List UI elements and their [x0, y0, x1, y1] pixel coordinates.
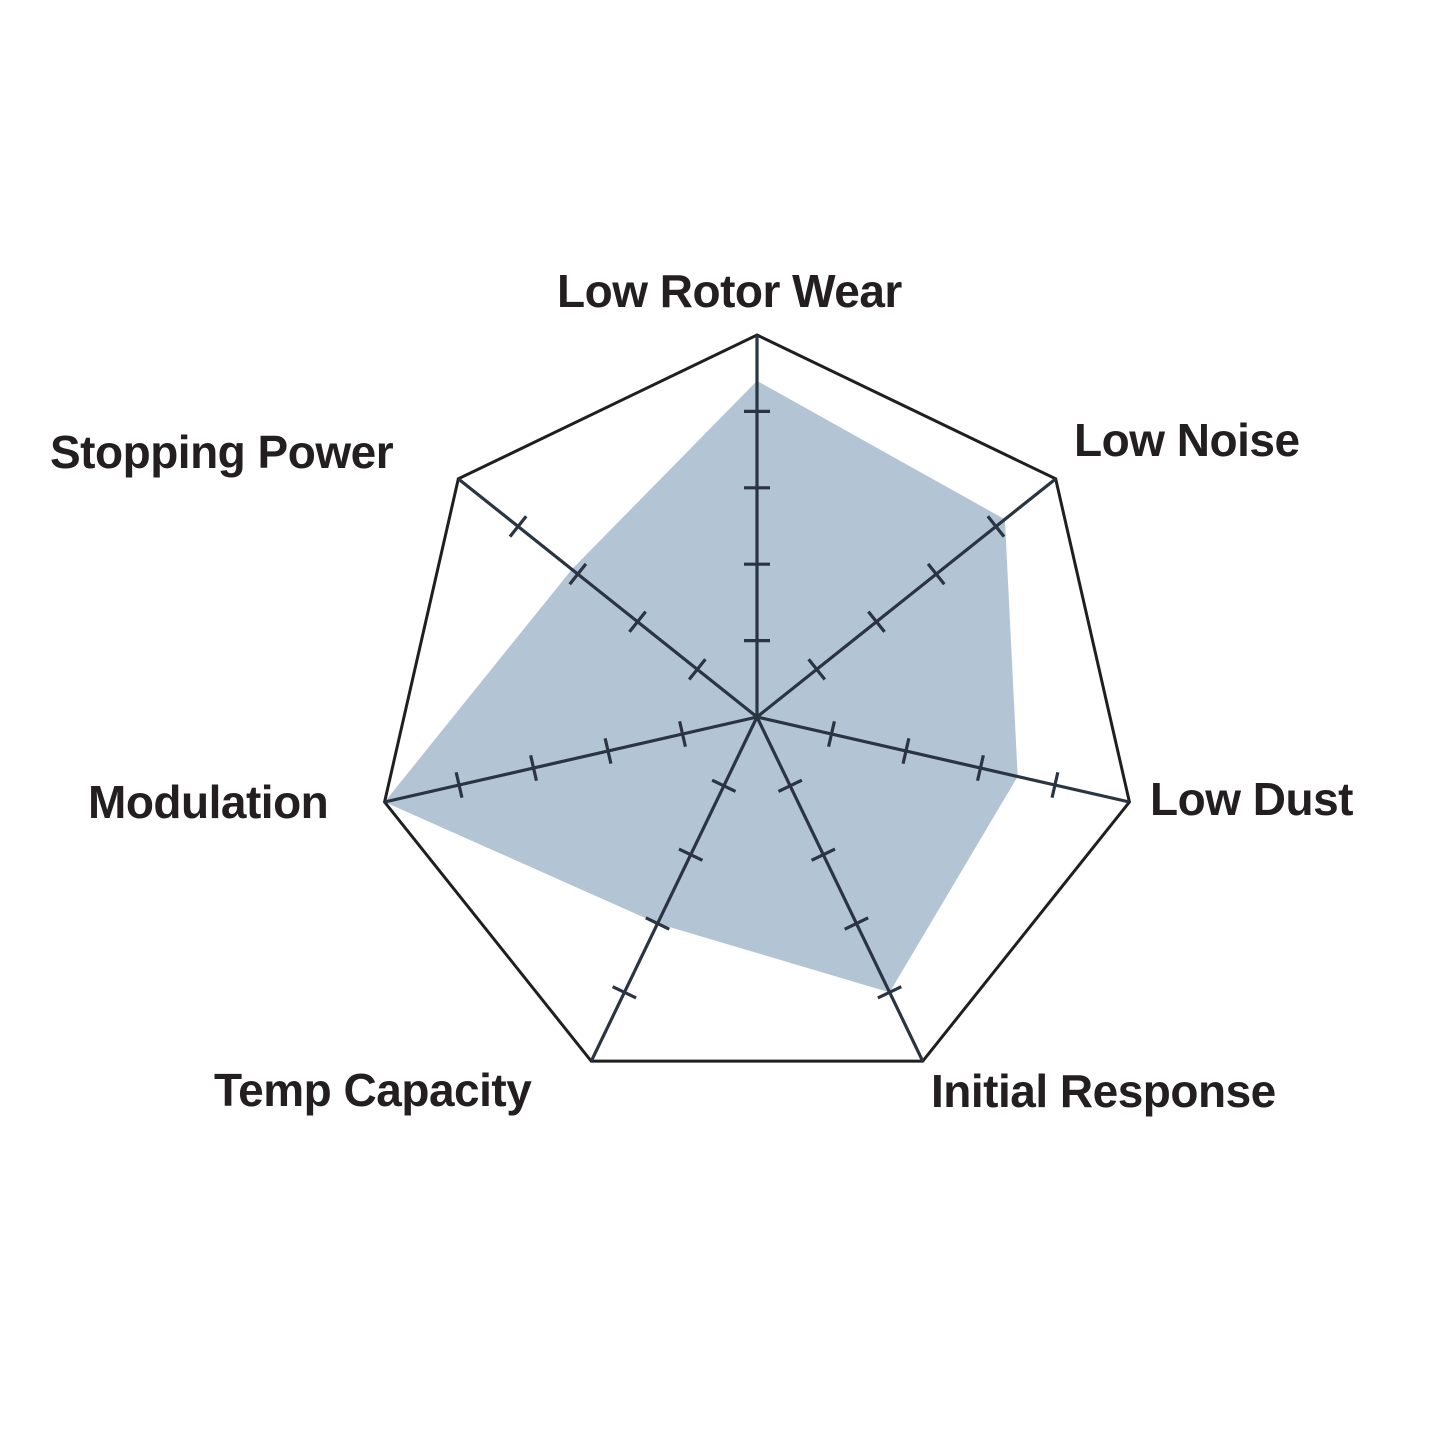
axis-tick [827, 720, 836, 748]
axis-tick [986, 515, 1006, 538]
axis-tick [844, 916, 869, 931]
axis-label-stopping-power: Stopping Power [50, 426, 394, 478]
axis-label-initial-response: Initial Response [931, 1065, 1276, 1117]
axis-tick [678, 847, 704, 862]
axis-tick [529, 754, 538, 782]
axis-tick [603, 737, 613, 765]
axis-tick [508, 515, 528, 538]
axis-tick [877, 985, 903, 1000]
axis-label-low-rotor-wear: Low Rotor Wear [557, 265, 902, 317]
axis-tick [687, 658, 707, 681]
axis-label-modulation: Modulation [88, 776, 329, 828]
axis-tick [976, 754, 985, 782]
axis-spoke-stopping-power [457, 477, 758, 719]
axis-tick [867, 610, 886, 633]
axis-spoke-low-noise [756, 477, 1057, 719]
axis-tick [611, 985, 637, 1000]
axis-spokes-group [384, 335, 1130, 1062]
outer-ring-outline [382, 333, 1132, 1063]
axis-tick [926, 562, 946, 586]
series-area-brake-pad-compound [384, 380, 1018, 993]
axis-spoke-modulation [384, 715, 758, 804]
axis-tick [628, 610, 647, 633]
axis-tick [1050, 771, 1060, 799]
axis-label-low-noise: Low Noise [1074, 414, 1300, 466]
axis-tick [568, 562, 588, 586]
axis-tick [454, 771, 464, 799]
axis-label-temp-capacity: Temp Capacity [214, 1064, 532, 1116]
outer-ring-heptagon [382, 333, 1132, 1063]
axis-tick [901, 737, 911, 765]
data-polygon-layer [384, 380, 1018, 993]
axis-tick [807, 658, 827, 681]
axis-spoke-initial-response [755, 716, 925, 1062]
axis-spoke-low-dust [756, 715, 1130, 804]
axis-label-low-dust: Low Dust [1150, 773, 1353, 825]
axis-ticks-group [454, 409, 1060, 1000]
axis-tick [711, 778, 737, 793]
axis-tick [678, 720, 687, 748]
axis-spoke-temp-capacity [589, 716, 759, 1062]
axis-tick [777, 778, 803, 793]
axis-tick [645, 916, 670, 931]
axis-tick [810, 847, 836, 862]
